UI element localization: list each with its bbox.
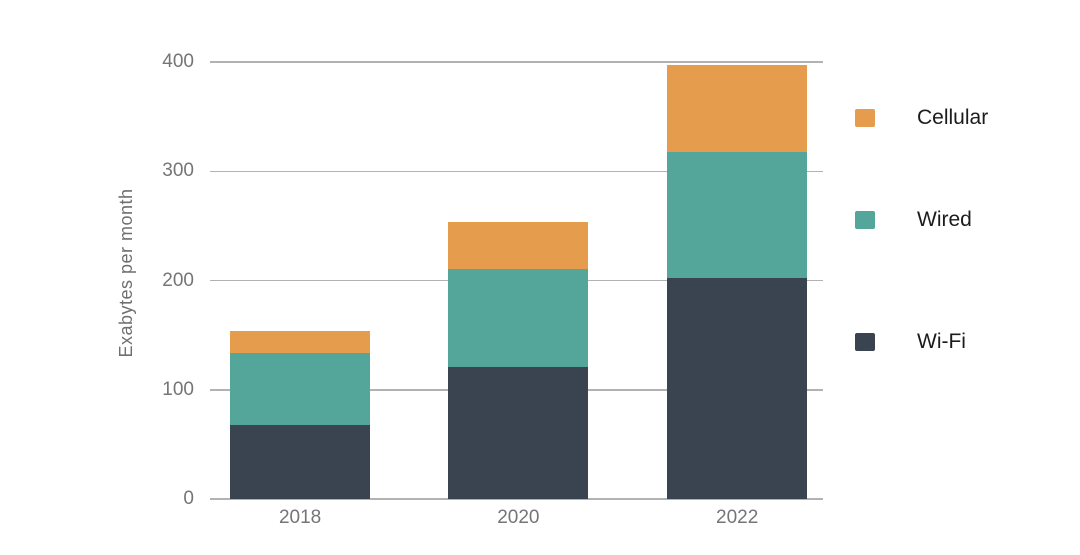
legend-swatch-wired — [855, 211, 875, 229]
legend-swatch-cellular — [855, 109, 875, 127]
plot-area: 0 100 200 300 400 2018 2020 2022 — [162, 51, 823, 528]
y-tick-label-300: 300 — [162, 160, 194, 182]
x-tick-label-2020: 2020 — [497, 507, 540, 528]
bar-segment-cellular-2020 — [448, 221, 589, 269]
x-tick-label-2018: 2018 — [278, 507, 322, 528]
legend-label-cellular: Cellular — [917, 106, 989, 129]
bar-segment-wired-2018 — [230, 352, 371, 425]
bar-segment-wi-fi-2022 — [667, 278, 808, 499]
x-tick-label-2022: 2022 — [716, 507, 759, 528]
bar-2022 — [667, 65, 808, 499]
legend-item-wired: Wired — [855, 208, 972, 232]
legend-swatch-wi-fi — [855, 333, 875, 351]
legend-label-wired: Wired — [917, 208, 972, 231]
bar-segment-wired-2022 — [667, 151, 808, 279]
gridline-300 — [210, 170, 823, 172]
gridline-0 — [210, 498, 823, 500]
legend: Cellular Wired Wi-Fi — [855, 0, 1075, 555]
bar-2018 — [230, 330, 371, 499]
bar-segment-cellular-2018 — [230, 330, 371, 353]
bar-segment-cellular-2022 — [667, 65, 808, 152]
y-tick-label-200: 200 — [162, 269, 194, 291]
legend-item-cellular: Cellular — [855, 106, 988, 130]
y-tick-label-100: 100 — [162, 378, 194, 400]
legend-label-wi-fi: Wi-Fi — [917, 330, 966, 353]
bar-2020 — [448, 221, 589, 499]
y-tick-label-400: 400 — [162, 51, 194, 72]
bar-segment-wi-fi-2018 — [230, 424, 371, 499]
legend-item-wi-fi: Wi-Fi — [855, 330, 966, 354]
gridline-400 — [210, 61, 823, 63]
bar-segment-wired-2020 — [448, 268, 589, 367]
bar-segment-wi-fi-2020 — [448, 366, 589, 499]
y-tick-label-0: 0 — [183, 488, 194, 509]
